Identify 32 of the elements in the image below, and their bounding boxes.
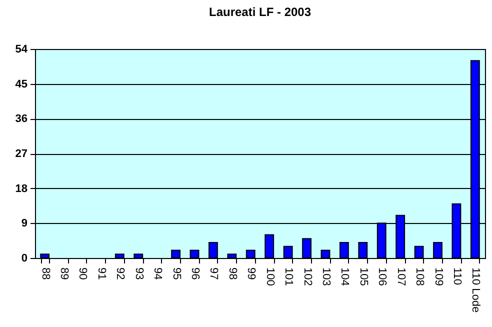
x-tick-label: 98 <box>226 268 238 280</box>
y-tick-label: 18 <box>15 182 28 195</box>
x-tick-label: 88 <box>39 268 52 280</box>
x-tick-label: 110 <box>450 268 463 286</box>
x-tick-label: 105 <box>357 268 370 286</box>
x-tick-label: 107 <box>394 268 407 286</box>
x-tick-label: 89 <box>58 268 70 280</box>
x-tick-label: 100 <box>264 268 276 286</box>
y-tick-label: 36 <box>15 113 28 126</box>
x-tick-label: 92 <box>114 268 126 280</box>
x-tick-label: 97 <box>208 268 220 280</box>
y-tick-label: 9 <box>21 218 28 230</box>
x-tick-label: 96 <box>189 268 202 280</box>
y-tick-label: 0 <box>21 252 28 264</box>
x-tick-label: 104 <box>338 268 351 286</box>
x-tick-label: 90 <box>76 268 89 280</box>
y-tick-label: 54 <box>15 44 28 56</box>
x-tick-label: 110 Lode <box>470 268 482 313</box>
x-tick-label: 101 <box>282 268 295 286</box>
x-tick-label: 94 <box>152 268 164 280</box>
chart-title: Laureati LF - 2003 <box>208 5 312 19</box>
x-tick-label: 95 <box>170 268 182 280</box>
x-tick-label: 93 <box>132 268 145 280</box>
x-tick-label: 91 <box>95 268 108 280</box>
x-tick-label: 108 <box>414 268 426 286</box>
x-tick-label: 99 <box>245 268 258 280</box>
x-tick-label: 103 <box>320 268 332 286</box>
y-tick-label: 45 <box>15 78 28 90</box>
x-tick-label: 109 <box>432 268 444 286</box>
x-tick-label: 102 <box>301 268 314 286</box>
y-tick-label: 27 <box>15 148 28 160</box>
x-tick-label: 106 <box>376 268 388 286</box>
